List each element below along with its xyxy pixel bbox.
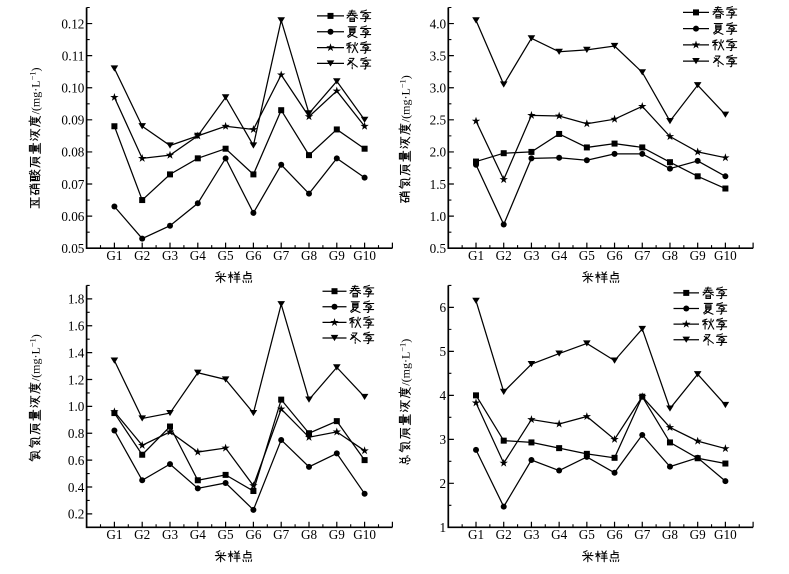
- svg-text:5: 5: [440, 344, 447, 359]
- svg-text:G7: G7: [273, 248, 290, 263]
- svg-text:4.0: 4.0: [430, 16, 447, 31]
- svg-text:0.2: 0.2: [68, 507, 84, 522]
- svg-text:1.6: 1.6: [68, 319, 85, 334]
- svg-text:0.12: 0.12: [61, 16, 84, 31]
- svg-text:1.5: 1.5: [430, 177, 447, 192]
- svg-text:G7: G7: [634, 527, 651, 542]
- svg-text:G2: G2: [496, 527, 512, 542]
- svg-text:0.8: 0.8: [68, 426, 85, 441]
- svg-text:G3: G3: [162, 248, 179, 263]
- svg-text:G9: G9: [329, 527, 346, 542]
- svg-text:6: 6: [440, 300, 447, 315]
- svg-text:1.2: 1.2: [68, 372, 84, 387]
- svg-text:1.0: 1.0: [68, 399, 85, 414]
- svg-text:G6: G6: [606, 248, 623, 263]
- svg-text:0.05: 0.05: [61, 241, 84, 256]
- svg-text:G7: G7: [634, 248, 651, 263]
- svg-text:G4: G4: [190, 248, 207, 263]
- svg-text:G4: G4: [190, 527, 207, 542]
- svg-text:G10: G10: [353, 248, 376, 263]
- svg-text:G4: G4: [551, 248, 568, 263]
- svg-text:G9: G9: [690, 248, 707, 263]
- svg-text:G1: G1: [106, 248, 122, 263]
- svg-text:0.4: 0.4: [68, 480, 85, 495]
- svg-text:G10: G10: [714, 248, 737, 263]
- svg-text:G2: G2: [134, 527, 150, 542]
- svg-text:G5: G5: [579, 527, 596, 542]
- svg-text:G5: G5: [579, 248, 596, 263]
- svg-text:G4: G4: [551, 527, 568, 542]
- svg-text:G8: G8: [301, 248, 318, 263]
- svg-text:3.0: 3.0: [430, 81, 447, 96]
- svg-text:G10: G10: [714, 527, 737, 542]
- svg-text:2.5: 2.5: [430, 113, 447, 128]
- svg-text:0.5: 0.5: [430, 241, 447, 256]
- svg-text:0.10: 0.10: [61, 81, 84, 96]
- svg-text:G2: G2: [496, 248, 512, 263]
- svg-text:G1: G1: [468, 527, 484, 542]
- svg-text:G5: G5: [218, 527, 235, 542]
- svg-text:G6: G6: [245, 527, 262, 542]
- svg-text:0.06: 0.06: [61, 209, 84, 224]
- svg-text:2.0: 2.0: [430, 145, 447, 160]
- svg-text:2: 2: [440, 476, 447, 491]
- svg-text:G1: G1: [468, 248, 484, 263]
- svg-text:G6: G6: [606, 527, 623, 542]
- svg-text:G2: G2: [134, 248, 150, 263]
- svg-text:0.08: 0.08: [61, 145, 84, 160]
- svg-text:G8: G8: [662, 248, 679, 263]
- svg-text:3: 3: [440, 432, 447, 447]
- svg-text:G9: G9: [690, 527, 707, 542]
- svg-text:G10: G10: [353, 527, 376, 542]
- svg-text:0.07: 0.07: [61, 177, 84, 192]
- svg-text:G3: G3: [523, 527, 540, 542]
- svg-text:G3: G3: [523, 248, 540, 263]
- svg-text:G6: G6: [245, 248, 262, 263]
- svg-text:G7: G7: [273, 527, 290, 542]
- svg-text:0.11: 0.11: [62, 48, 85, 63]
- svg-text:0.09: 0.09: [61, 113, 84, 128]
- svg-text:0.6: 0.6: [68, 453, 85, 468]
- svg-text:G3: G3: [162, 527, 179, 542]
- svg-text:G9: G9: [329, 248, 346, 263]
- svg-text:1: 1: [440, 520, 447, 535]
- svg-text:1.4: 1.4: [68, 345, 85, 360]
- svg-text:G8: G8: [662, 527, 679, 542]
- svg-text:G1: G1: [106, 527, 122, 542]
- svg-text:1.8: 1.8: [68, 292, 85, 307]
- svg-text:3.5: 3.5: [430, 48, 447, 63]
- svg-text:G5: G5: [218, 248, 235, 263]
- svg-text:G8: G8: [301, 527, 318, 542]
- svg-text:4: 4: [440, 388, 447, 403]
- svg-text:1.0: 1.0: [430, 209, 447, 224]
